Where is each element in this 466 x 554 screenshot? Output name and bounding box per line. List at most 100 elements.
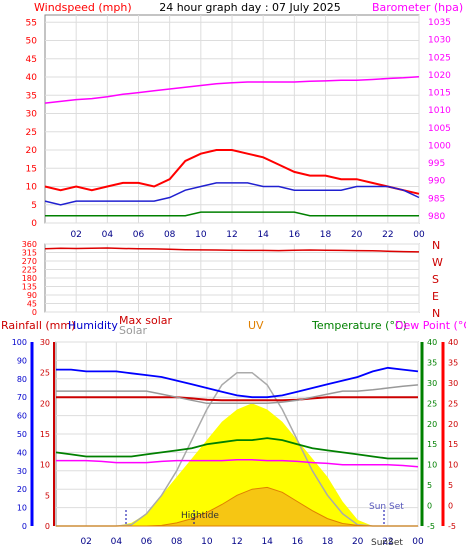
compass-label: E (432, 290, 439, 303)
x-tick-label: 04 (102, 230, 114, 240)
windspeed-tick: 55 (26, 18, 37, 28)
direction-tick: 225 (22, 266, 37, 275)
direction-tick: 45 (27, 300, 37, 309)
rainfall-tick: 0 (22, 522, 27, 531)
solar-tick: 25 (40, 369, 50, 378)
dewpoint-tick: 35 (448, 358, 458, 367)
wind-series-group (44, 75, 420, 217)
solar-label: Solar (119, 324, 148, 337)
uv-area (56, 486, 418, 527)
x-tick-label: 20 (352, 537, 364, 547)
x-tick-label: 00 (412, 537, 424, 547)
windspeed-tick: 0 (31, 219, 37, 229)
windspeed-tick-labels: 0 5 10 15 20 25 30 35 40 45 50 55 (26, 18, 38, 229)
dewpoint-tick: 0 (448, 502, 453, 511)
series-line-gust (44, 149, 420, 195)
windspeed-tick: 45 (26, 55, 37, 65)
temperature-tick: 30 (427, 379, 437, 388)
barometer-axis-title: Barometer (hpa) (372, 1, 463, 14)
barometer-tick-labels: 980 985 990 995 1000 1005 1010 1015 1020 1025 1030… (428, 18, 451, 222)
x-tick-label: 12 (226, 230, 237, 240)
x-tick-label: 04 (111, 537, 123, 547)
temperature-tick-labels: -5 0 5 10 15 20 25 30 35 40 (427, 338, 437, 531)
compass-label: N (432, 239, 440, 252)
dewpoint-tick: 25 (448, 399, 458, 408)
solar-tick: 5 (45, 491, 50, 500)
rainfall-tick: 90 (17, 356, 27, 365)
barometer-tick: 990 (428, 177, 445, 187)
rainfall-tick: 30 (17, 467, 27, 476)
x-tick-label: 20 (351, 230, 363, 240)
rainfall-axis-title: Rainfall (mm) (1, 319, 75, 332)
rainfall-tick: 10 (17, 504, 27, 513)
direction-gridlines (45, 243, 420, 313)
barometer-tick: 1025 (428, 53, 451, 63)
rainfall-tick: 40 (17, 448, 27, 457)
windspeed-tick: 5 (31, 201, 37, 211)
solar-tick: 20 (40, 399, 50, 408)
mid-series-group (55, 366, 419, 527)
solar-tick: 30 (40, 338, 50, 347)
dewpoint-tick: 5 (448, 481, 453, 490)
series-line-average (44, 182, 420, 206)
wind-x-tick-labels: 02 04 06 08 10 12 14 16 18 20 22 00 (70, 230, 425, 240)
direction-series-group (44, 247, 420, 253)
dewpoint-tick-labels: -5 0 5 10 15 20 25 30 35 40 (448, 338, 458, 531)
series-line-humidity (56, 366, 419, 399)
temperature-tick: 0 (427, 502, 432, 511)
barometer-tick: 1015 (428, 89, 451, 99)
temperature-tick: 10 (427, 461, 437, 470)
x-tick-label: 12 (231, 537, 242, 547)
x-tick-label: 06 (133, 230, 145, 240)
rainfall-tick: 80 (17, 375, 27, 384)
direction-tick: 360 (22, 240, 37, 249)
series-line-dewpoint (56, 459, 419, 468)
dewpoint-axis-title: Dew Point (°C) (395, 319, 466, 332)
temperature-tick: 20 (427, 420, 437, 429)
humidity-axis-title: Humidity (68, 319, 118, 332)
chart-title: 24 hour graph day : 07 July 2025 (159, 1, 341, 14)
direction-tick: 0 (32, 308, 37, 317)
windspeed-tick: 10 (26, 183, 38, 193)
dewpoint-tick: 20 (448, 420, 458, 429)
dewpoint-tick: 10 (448, 461, 458, 470)
barometer-tick: 1030 (428, 36, 451, 46)
x-tick-label: 10 (195, 230, 207, 240)
compass-label: S (432, 273, 439, 286)
x-tick-label: 14 (261, 537, 273, 547)
x-tick-label: 08 (171, 537, 183, 547)
rainfall-tick: 20 (17, 485, 27, 494)
barometer-tick: 1005 (428, 124, 451, 134)
solar-tick: 10 (40, 461, 50, 470)
direction-tick: 315 (22, 249, 37, 258)
barometer-tick: 1000 (428, 141, 451, 151)
mid-x-tick-labels: 02 04 06 08 10 12 14 16 18 20 22 00 (80, 537, 424, 547)
dewpoint-tick: 40 (448, 338, 458, 347)
series-line-solar_line (56, 384, 419, 405)
temperature-tick: 15 (427, 440, 437, 449)
temperature-tick: 40 (427, 338, 437, 347)
series-line-maxsolar (56, 396, 418, 402)
sunset-short-label: SunSet (371, 538, 403, 548)
x-tick-label: 16 (292, 537, 304, 547)
rainfall-tick: 70 (17, 393, 27, 402)
windspeed-tick: 20 (26, 146, 38, 156)
direction-tick: 270 (22, 257, 37, 266)
barometer-tick: 995 (428, 159, 445, 169)
series-line-temperature (55, 437, 418, 460)
uv-label: UV (248, 319, 264, 332)
sunset-label: Sun Set (369, 502, 404, 512)
windspeed-tick: 15 (26, 164, 37, 174)
series-line-barometer (44, 75, 420, 104)
x-tick-label: 10 (201, 537, 213, 547)
direction-tick: 90 (27, 291, 37, 300)
rainfall-tick: 50 (17, 430, 27, 439)
compass-label: W (432, 256, 443, 269)
x-tick-label: 08 (164, 230, 176, 240)
barometer-tick: 985 (428, 194, 445, 204)
rainfall-tick: 100 (12, 338, 27, 347)
temperature-tick: 25 (427, 399, 437, 408)
